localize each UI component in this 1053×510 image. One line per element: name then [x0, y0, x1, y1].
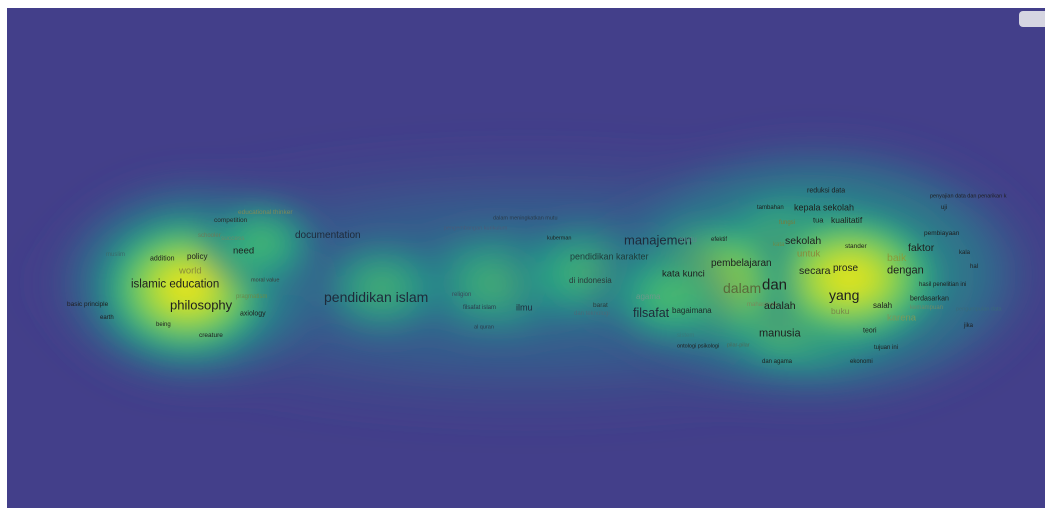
term-label[interactable]: berdasarkan	[910, 295, 949, 303]
map-control-button[interactable]	[1019, 11, 1045, 27]
term-label[interactable]: sekolah	[785, 234, 822, 247]
term-label[interactable]: world	[179, 265, 202, 277]
term-label[interactable]: philosophy	[170, 297, 233, 313]
term-label[interactable]: yang	[829, 287, 860, 303]
term-label[interactable]: ilmu	[516, 302, 533, 313]
term-label[interactable]: kualitatif	[831, 214, 863, 225]
term-label[interactable]: di indonesia	[569, 276, 612, 285]
term-label[interactable]: pembelajaran	[711, 258, 772, 269]
term-label[interactable]: policy	[187, 252, 208, 261]
term-label[interactable]: competition	[214, 216, 248, 224]
term-label[interactable]: earth	[100, 315, 114, 321]
term-label[interactable]: adalah	[764, 299, 796, 312]
term-label[interactable]: filsafat islam	[463, 305, 497, 311]
term-label[interactable]: basic principle	[67, 300, 109, 308]
term-label[interactable]: bagaimana	[672, 306, 712, 315]
term-label[interactable]: stander	[845, 242, 867, 250]
term-label[interactable]: hal	[970, 264, 979, 270]
term-label[interactable]: documentation	[295, 230, 361, 241]
term-label[interactable]: teori	[863, 327, 877, 335]
term-label[interactable]: muslim	[106, 252, 125, 258]
term-label[interactable]: kata kunci	[662, 268, 705, 280]
density-heatmap	[7, 128, 1045, 433]
term-label[interactable]: manajemen	[624, 232, 692, 248]
term-label[interactable]: pendidikan karakter	[570, 251, 649, 262]
term-label[interactable]: barat	[593, 301, 608, 309]
term-label[interactable]: fungsi	[779, 220, 796, 226]
term-label[interactable]: reduksi data	[807, 187, 846, 195]
term-label[interactable]: dalam meningkatkan mutu	[493, 215, 558, 222]
term-label[interactable]: kepala sekolah	[794, 202, 855, 213]
term-label[interactable]: pembiayaan	[924, 229, 960, 237]
term-label[interactable]: ekonomi	[850, 359, 873, 365]
term-label[interactable]: karena	[887, 312, 917, 324]
term-label[interactable]: buku	[831, 305, 850, 316]
term-label[interactable]: efektif	[711, 237, 728, 243]
term-label[interactable]: pengumpulan data	[956, 306, 1002, 313]
term-label[interactable]: uji	[941, 205, 948, 211]
term-label[interactable]: tambahan	[757, 205, 784, 211]
term-label[interactable]: dan teknologi	[574, 311, 610, 317]
term-label[interactable]: kala	[959, 250, 971, 256]
term-label[interactable]: al quran	[474, 324, 494, 331]
term-label[interactable]: pilar-pilar	[727, 342, 750, 349]
term-labels: pendidikan islam philosophy islamic educat…	[7, 8, 1045, 508]
term-label[interactable]: jika	[964, 323, 974, 329]
term-label[interactable]: success	[221, 234, 245, 242]
term-label[interactable]: ontologi psikologi	[677, 343, 720, 350]
term-label[interactable]: prose	[833, 263, 859, 274]
term-label[interactable]: baik	[887, 251, 907, 264]
term-label[interactable]: dan	[762, 276, 788, 294]
term-label[interactable]: pengembangan kurikulum	[444, 225, 508, 232]
term-label[interactable]: creature	[199, 331, 223, 339]
term-label[interactable]: axiology	[240, 310, 266, 318]
term-label[interactable]: mahasiswa	[747, 302, 778, 308]
term-label[interactable]: dalam	[723, 280, 762, 296]
term-label[interactable]: addition	[150, 255, 175, 263]
term-label[interactable]: sistem	[677, 333, 695, 339]
term-label[interactable]: kata	[773, 242, 785, 248]
term-label[interactable]: secara	[799, 264, 831, 277]
term-label[interactable]: religion	[452, 292, 472, 298]
term-label[interactable]: mutu	[679, 235, 697, 244]
term-label[interactable]: dan agama	[762, 359, 793, 365]
term-label[interactable]: pendidikan islam	[324, 289, 429, 305]
term-label[interactable]: filsafat	[633, 305, 670, 320]
term-label[interactable]: islamic education	[131, 278, 220, 291]
term-label[interactable]: tujuan ini	[874, 345, 899, 351]
term-label[interactable]: moral value	[251, 277, 280, 284]
term-label[interactable]: salah	[873, 301, 893, 310]
term-label[interactable]: educational thinker	[238, 208, 293, 216]
term-label[interactable]: faktor	[908, 241, 935, 254]
term-label[interactable]: pragmatism	[236, 294, 268, 300]
term-label[interactable]: kemampuan	[910, 305, 944, 311]
heat-blobs	[7, 128, 1045, 433]
term-label[interactable]: tua	[813, 215, 824, 225]
term-label[interactable]: need	[233, 245, 255, 257]
term-label[interactable]: hasil penelitian ini	[919, 282, 967, 288]
term-label[interactable]: schooler	[198, 233, 221, 239]
term-label[interactable]: dengan	[887, 264, 924, 277]
term-label[interactable]: penyajian data dan penarikan k	[930, 193, 1007, 200]
density-map[interactable]: pendidikan islam philosophy islamic educat…	[7, 8, 1045, 508]
term-label[interactable]: manusia	[759, 327, 801, 340]
term-label[interactable]: agama	[636, 292, 661, 301]
term-label[interactable]: kuberman	[547, 235, 572, 242]
term-label[interactable]: untuk	[797, 248, 821, 260]
term-label[interactable]: being	[156, 322, 171, 328]
